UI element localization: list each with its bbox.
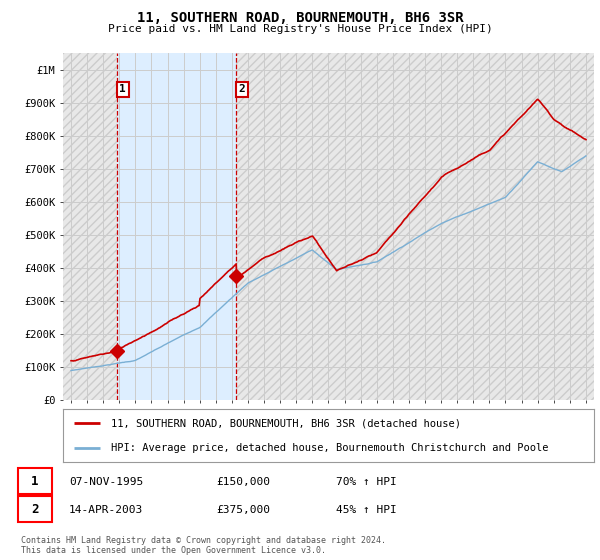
Text: 45% ↑ HPI: 45% ↑ HPI — [336, 505, 397, 515]
Bar — [117, 53, 236, 400]
Text: 11, SOUTHERN ROAD, BOURNEMOUTH, BH6 3SR: 11, SOUTHERN ROAD, BOURNEMOUTH, BH6 3SR — [137, 11, 463, 25]
Text: Price paid vs. HM Land Registry's House Price Index (HPI): Price paid vs. HM Land Registry's House … — [107, 24, 493, 34]
Text: 14-APR-2003: 14-APR-2003 — [69, 505, 143, 515]
Text: 1: 1 — [119, 85, 126, 95]
Text: 07-NOV-1995: 07-NOV-1995 — [69, 477, 143, 487]
Text: 2: 2 — [31, 503, 38, 516]
Text: 1: 1 — [31, 475, 38, 488]
Text: £150,000: £150,000 — [216, 477, 270, 487]
Text: 11, SOUTHERN ROAD, BOURNEMOUTH, BH6 3SR (detached house): 11, SOUTHERN ROAD, BOURNEMOUTH, BH6 3SR … — [111, 418, 461, 428]
Text: HPI: Average price, detached house, Bournemouth Christchurch and Poole: HPI: Average price, detached house, Bour… — [111, 442, 548, 452]
Text: Contains HM Land Registry data © Crown copyright and database right 2024.
This d: Contains HM Land Registry data © Crown c… — [21, 536, 386, 556]
Text: £375,000: £375,000 — [216, 505, 270, 515]
Bar — [63, 53, 117, 400]
Bar — [236, 53, 594, 400]
Text: 2: 2 — [239, 85, 245, 95]
Text: 70% ↑ HPI: 70% ↑ HPI — [336, 477, 397, 487]
